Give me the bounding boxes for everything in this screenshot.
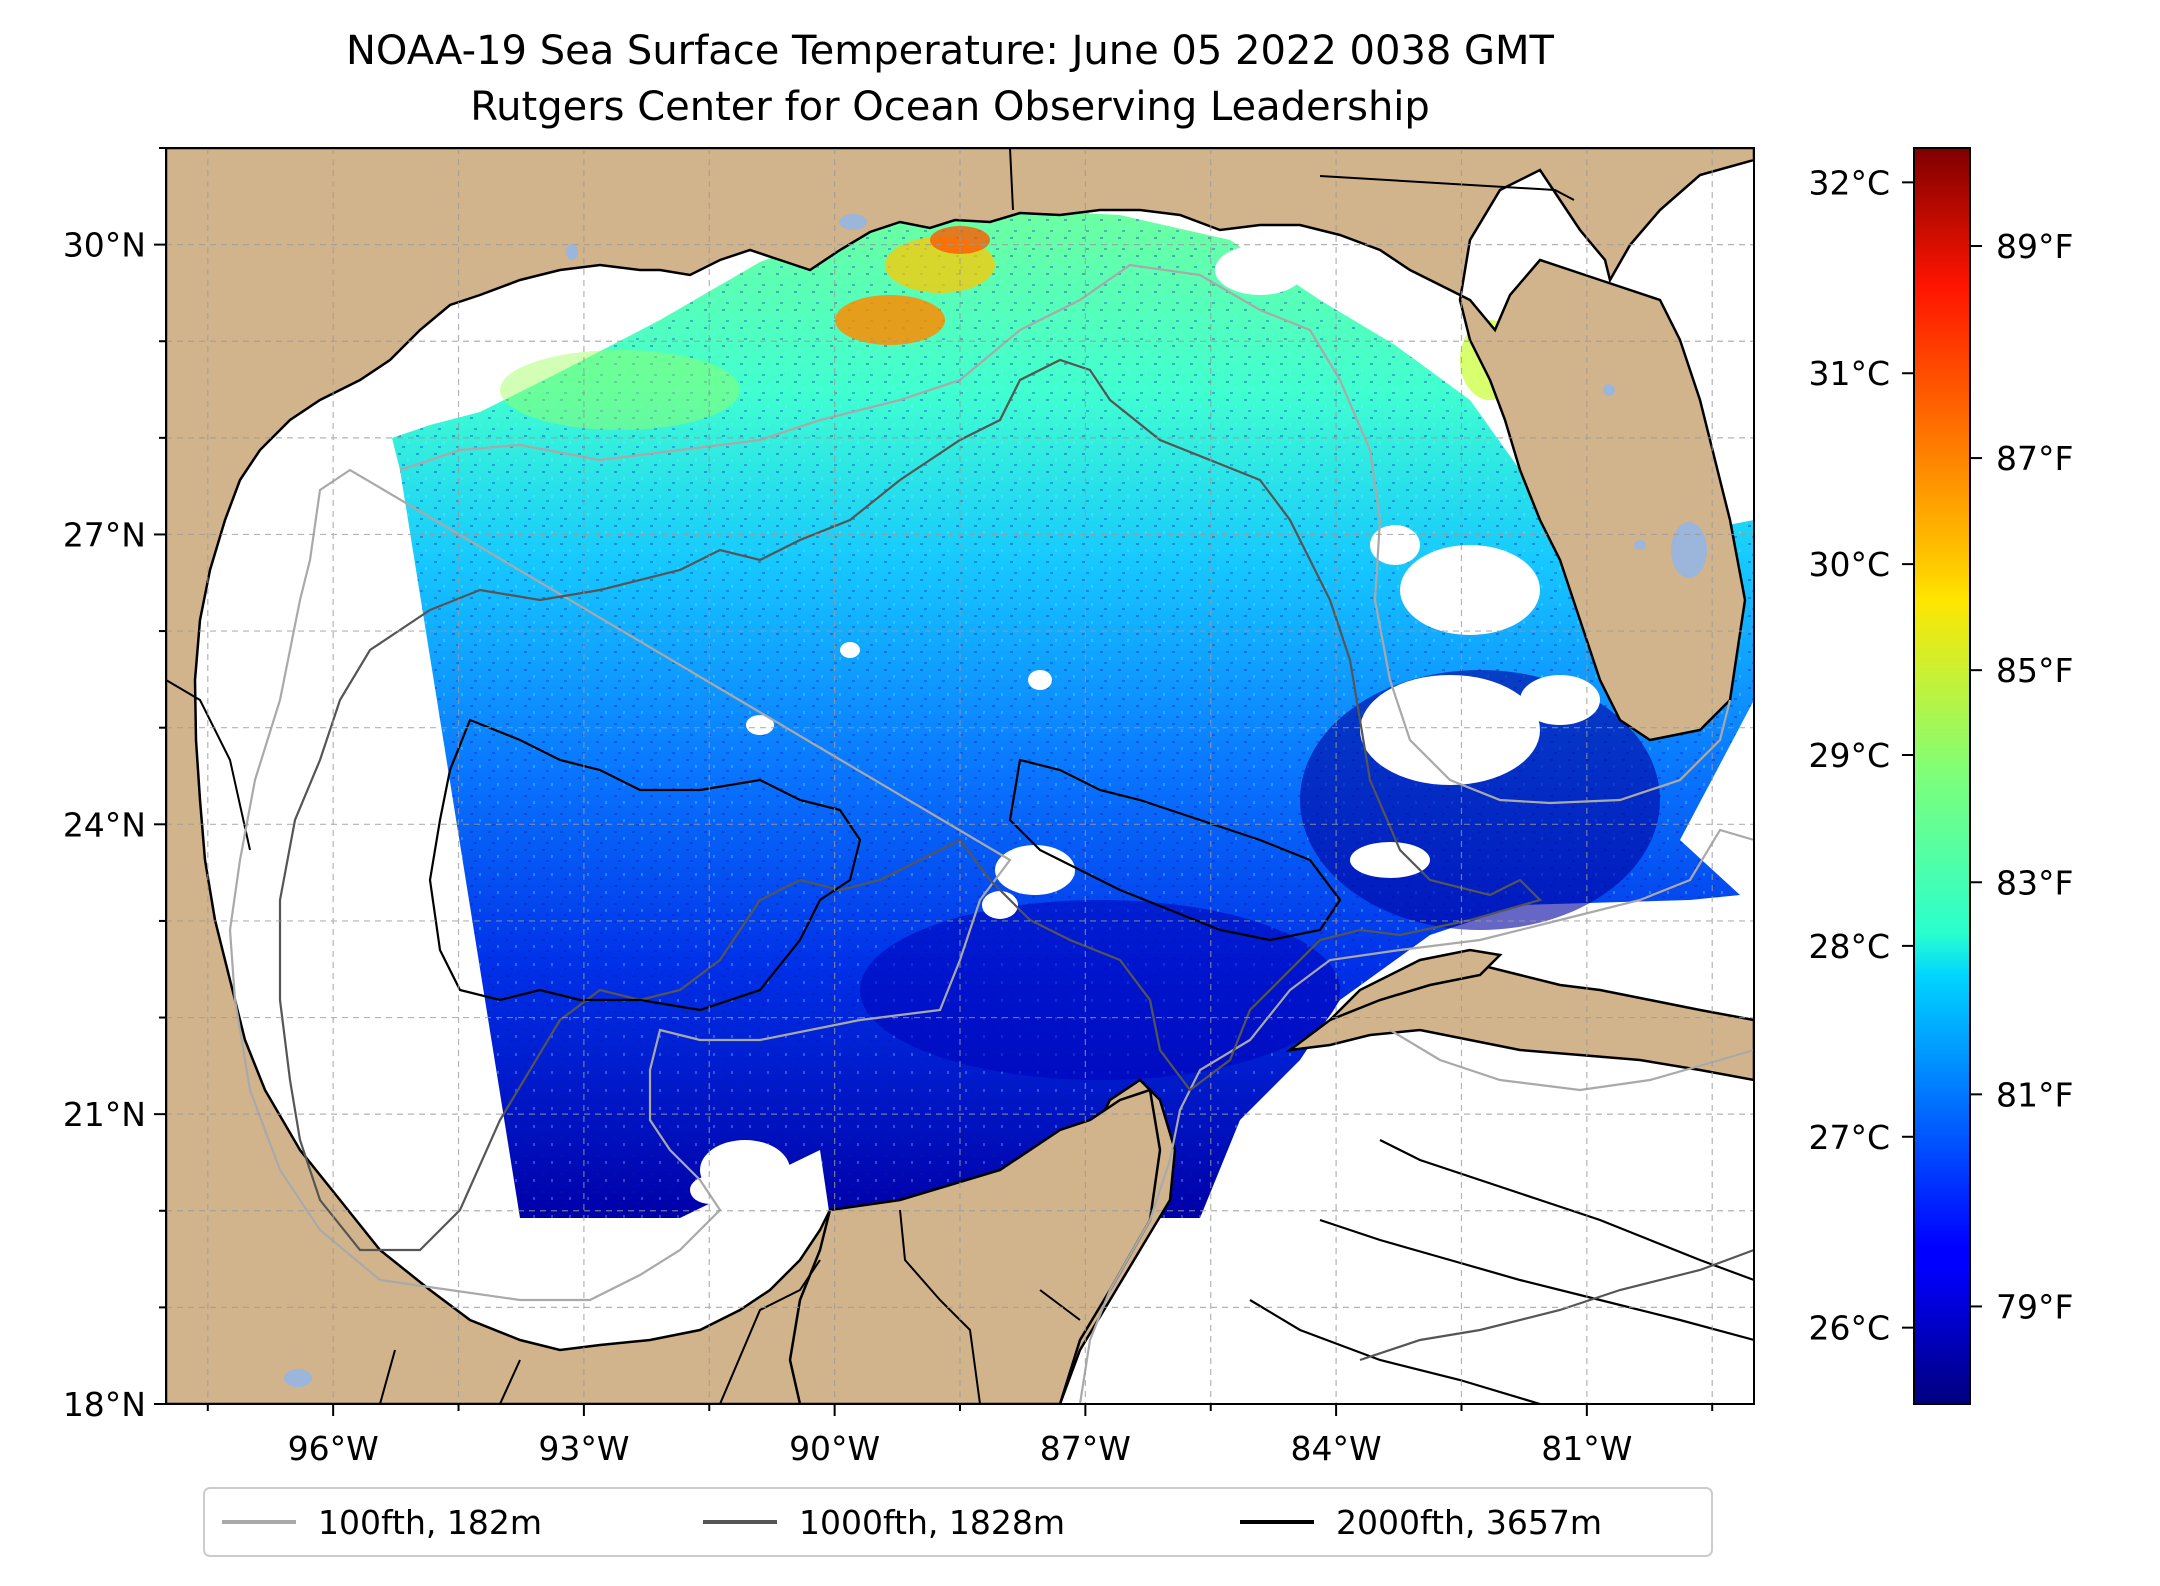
sst-swath [392, 210, 1754, 1218]
fahrenheit-tick-label: 83°F [1996, 863, 2073, 902]
fahrenheit-tick-label: 89°F [1996, 227, 2073, 266]
legend: 100fth, 182m 1000fth, 1828m 2000fth, 3657m [203, 1487, 1713, 1557]
legend-label: 1000fth, 1828m [799, 1503, 1065, 1542]
celsius-tick-label: 29°C [1808, 736, 1890, 775]
y-tick-label: 27°N [63, 515, 146, 554]
land [166, 148, 1754, 1404]
colorbar: 26°C 27°C 28°C 29°C 30°C 31°C 32°C 79°F 81°F 83°… [1808, 147, 2073, 1405]
sst-texture [392, 210, 1754, 1218]
x-axis: 96°W 93°W 90°W 87°W 84°W 81°W [206, 1404, 1714, 1468]
celsius-axis: 26°C 27°C 28°C 29°C 30°C 31°C 32°C [1808, 163, 1914, 1348]
title-line-2: Rutgers Center for Ocean Observing Leade… [470, 84, 1430, 130]
warm-patch [835, 295, 945, 345]
contour-1000fth [278, 358, 1543, 1252]
y-tick-label: 18°N [63, 1385, 146, 1424]
map-area: 96°W 93°W 90°W 87°W 84°W 81°W 18°N 21°N 24°N 27°… [63, 147, 1755, 1468]
graticule [166, 147, 1754, 1405]
colorbar-gradient [1913, 147, 1971, 1405]
legend-label: 100fth, 182m [318, 1503, 542, 1542]
bathymetry-contours [228, 263, 1754, 1404]
cool-region [860, 900, 1340, 1080]
y-tick-label: 24°N [63, 805, 146, 844]
x-tick-label: 84°W [1291, 1429, 1382, 1468]
celsius-tick-label: 27°C [1808, 1118, 1890, 1157]
contour-100fth [228, 263, 1754, 1404]
contour-2000fth [428, 718, 1754, 1404]
celsius-tick-label: 30°C [1808, 545, 1890, 584]
celsius-tick-label: 31°C [1808, 354, 1890, 393]
legend-label: 2000fth, 3657m [1336, 1503, 1602, 1542]
lakes [284, 214, 1707, 1387]
celsius-tick-label: 28°C [1808, 927, 1890, 966]
y-tick-label: 30°N [63, 226, 146, 265]
celsius-tick-label: 26°C [1808, 1309, 1890, 1348]
political-borders [166, 148, 1575, 1404]
fahrenheit-tick-label: 81°F [1996, 1075, 2073, 1114]
cloud-mask [690, 245, 1630, 1204]
warm-patch [500, 350, 740, 430]
fahrenheit-axis: 79°F 81°F 83°F 85°F 87°F 89°F [1970, 227, 2073, 1326]
x-tick-label: 93°W [538, 1429, 629, 1468]
x-tick-label: 81°W [1541, 1429, 1632, 1468]
x-tick-label: 90°W [789, 1429, 880, 1468]
title-line-1: NOAA-19 Sea Surface Temperature: June 05… [346, 28, 1555, 74]
y-axis: 18°N 21°N 24°N 27°N 30°N [63, 147, 166, 1424]
fahrenheit-tick-label: 85°F [1996, 651, 2073, 690]
y-tick-label: 21°N [63, 1095, 146, 1134]
celsius-tick-label: 32°C [1808, 163, 1890, 202]
fahrenheit-tick-label: 87°F [1996, 439, 2073, 478]
x-tick-label: 87°W [1040, 1429, 1131, 1468]
fahrenheit-tick-label: 79°F [1996, 1287, 2073, 1326]
legend-box [203, 1487, 1713, 1557]
x-tick-label: 96°W [288, 1429, 379, 1468]
